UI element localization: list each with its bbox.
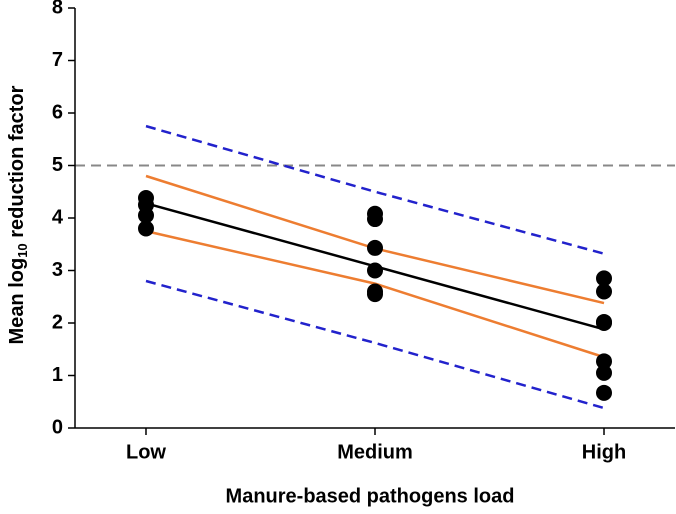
data-point xyxy=(367,239,383,256)
x-axis-label: Manure-based pathogens load xyxy=(226,485,515,507)
y-tick-label: 7 xyxy=(52,49,63,71)
y-axis-label: Mean log10 reduction factor xyxy=(6,85,30,344)
prediction-band xyxy=(145,124,605,255)
data-point xyxy=(596,384,613,401)
x-tick-label: Low xyxy=(126,441,166,463)
data-point xyxy=(596,283,613,300)
y-tick-label: 3 xyxy=(52,259,63,281)
y-tick-label: 1 xyxy=(52,364,63,386)
x-tick-label: Medium xyxy=(337,441,413,463)
data-point xyxy=(596,270,613,287)
y-tick-label: 2 xyxy=(52,311,63,333)
data-point xyxy=(596,353,613,370)
data-point xyxy=(137,220,154,237)
y-tick-label: 6 xyxy=(52,101,63,123)
y-tick-label: 0 xyxy=(52,416,63,438)
y-tick-label: 4 xyxy=(52,206,64,228)
data-point xyxy=(367,262,383,279)
data-point xyxy=(596,364,613,381)
y-axis-label-sub: 10 xyxy=(15,243,30,257)
y-axis-label-main: Mean log xyxy=(6,258,28,345)
y-tick-label: 5 xyxy=(52,154,63,176)
data-point xyxy=(367,286,383,303)
data-point xyxy=(596,315,613,331)
data-point xyxy=(137,207,154,224)
x-tick-label: High xyxy=(582,441,626,463)
y-tick-label: 8 xyxy=(52,0,63,18)
data-point xyxy=(367,211,383,228)
y-axis-label-rest: reduction factor xyxy=(6,85,28,243)
